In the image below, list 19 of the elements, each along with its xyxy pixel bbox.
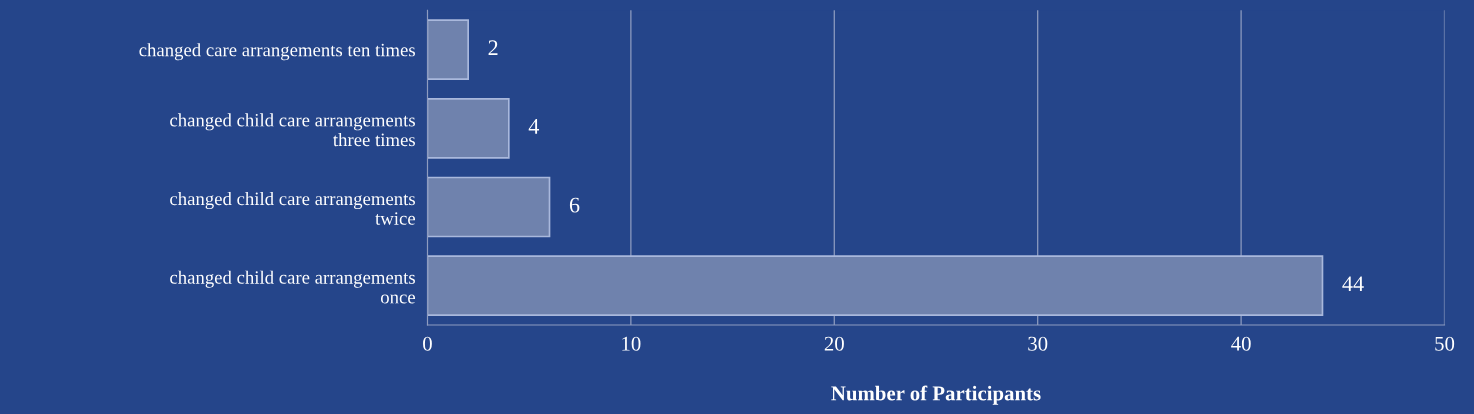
y-tick-label: changed care arrangements ten times [139, 43, 415, 61]
x-tick-label: 20 [824, 336, 844, 351]
bar [427, 255, 1324, 316]
y-tick-label: changed child care arrangements three times [170, 113, 415, 147]
bar [427, 176, 551, 238]
bar [427, 19, 469, 81]
data-label: 2 [488, 40, 498, 56]
bar [427, 98, 510, 159]
data-label: 44 [1342, 276, 1364, 291]
y-tick-label: changed child care arrangements once [170, 270, 415, 304]
x-tick-label: 40 [1231, 336, 1251, 351]
x-axis-title: Number of Participants [831, 385, 1041, 405]
x-tick-label: 50 [1435, 336, 1455, 351]
y-tick-label: changed child care arrangements twice [170, 191, 415, 225]
data-label: 6 [569, 197, 580, 213]
x-tick-label: 10 [622, 336, 641, 351]
x-tick-label: 30 [1028, 336, 1048, 351]
data-label: 4 [528, 119, 540, 134]
x-tick-label: 0 [423, 336, 432, 351]
